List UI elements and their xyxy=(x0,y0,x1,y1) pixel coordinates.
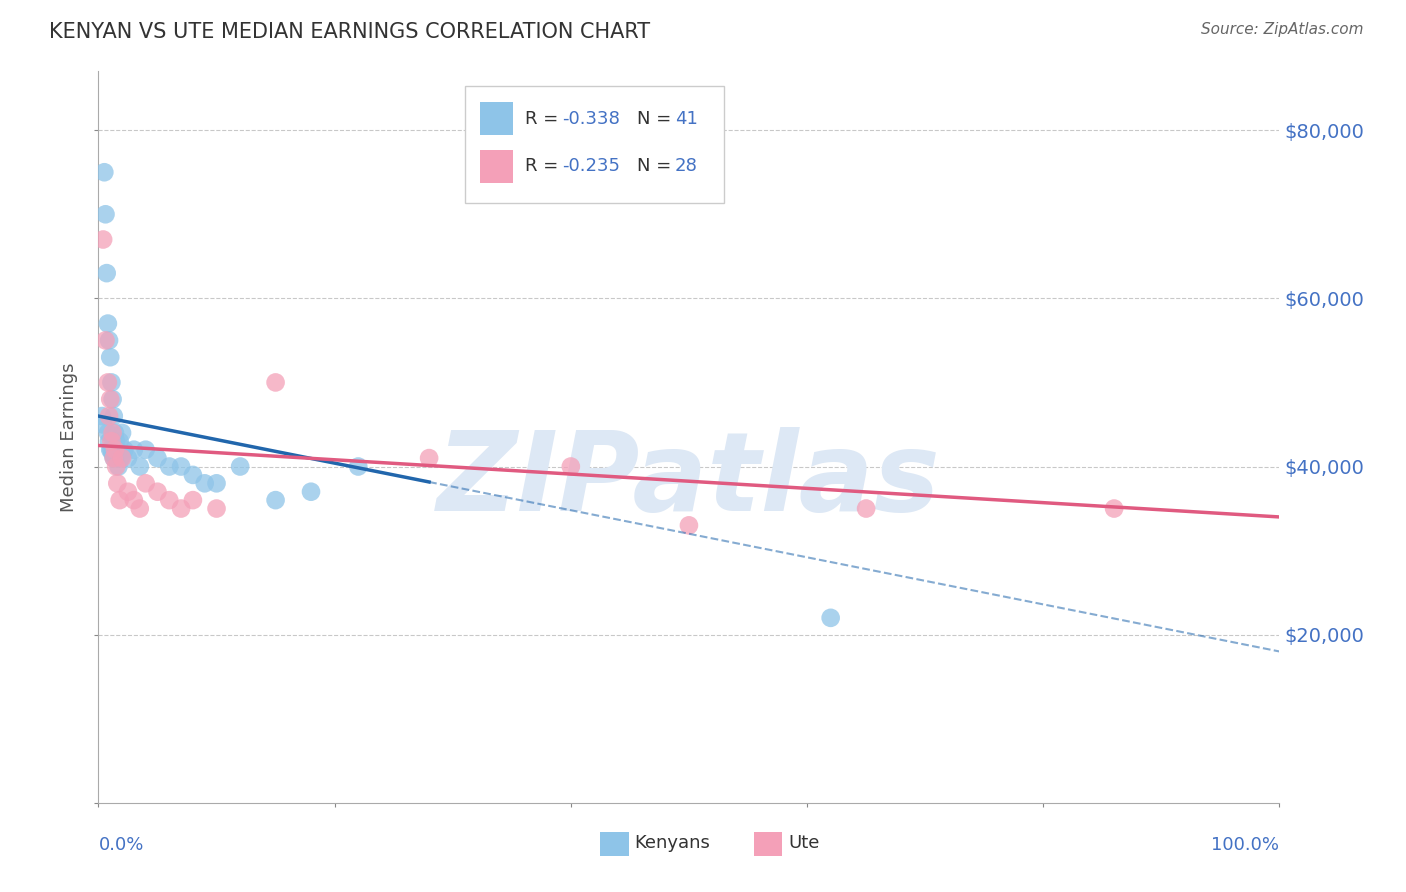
FancyBboxPatch shape xyxy=(464,86,724,203)
Point xyxy=(104,442,127,457)
Point xyxy=(100,442,122,457)
Point xyxy=(98,350,121,364)
Text: KENYAN VS UTE MEDIAN EARNINGS CORRELATION CHART: KENYAN VS UTE MEDIAN EARNINGS CORRELATIO… xyxy=(49,22,651,42)
Text: Ute: Ute xyxy=(789,834,820,852)
Point xyxy=(181,467,204,482)
Text: -0.235: -0.235 xyxy=(562,158,620,176)
Point xyxy=(135,476,157,491)
Point xyxy=(128,459,150,474)
Bar xyxy=(479,103,513,136)
Point xyxy=(91,417,114,432)
Point xyxy=(181,493,204,508)
Point xyxy=(93,165,115,179)
Point xyxy=(97,376,120,390)
Text: 41: 41 xyxy=(675,110,697,128)
Point xyxy=(105,476,128,491)
Point xyxy=(101,447,124,461)
Point xyxy=(91,409,114,423)
Point xyxy=(104,425,127,440)
Text: N =: N = xyxy=(637,110,676,128)
Point xyxy=(299,484,322,499)
Text: N =: N = xyxy=(637,158,676,176)
Point xyxy=(103,451,125,466)
Point xyxy=(1102,501,1125,516)
Point xyxy=(170,501,193,516)
Bar xyxy=(600,832,628,856)
Point xyxy=(97,317,120,331)
Point xyxy=(100,434,122,449)
Point xyxy=(157,493,180,508)
Bar xyxy=(479,150,513,183)
Point xyxy=(107,459,129,474)
Point xyxy=(103,409,125,423)
Point xyxy=(146,484,169,499)
Point xyxy=(418,451,440,466)
Text: -0.338: -0.338 xyxy=(562,110,620,128)
Point xyxy=(111,425,134,440)
Point xyxy=(108,434,131,449)
Text: Source: ZipAtlas.com: Source: ZipAtlas.com xyxy=(1201,22,1364,37)
Point xyxy=(229,459,252,474)
Point xyxy=(110,451,132,466)
Point xyxy=(205,476,228,491)
Point xyxy=(117,451,139,466)
Point xyxy=(101,425,124,440)
Point xyxy=(101,392,124,407)
Point xyxy=(117,484,139,499)
Point xyxy=(98,409,121,423)
Point xyxy=(170,459,193,474)
Point xyxy=(111,451,134,466)
Point xyxy=(122,493,145,508)
Bar xyxy=(754,832,782,856)
Text: Kenyans: Kenyans xyxy=(634,834,710,852)
Point xyxy=(103,451,125,466)
Point xyxy=(98,442,121,457)
Point xyxy=(146,451,169,466)
Point xyxy=(96,266,118,280)
Text: 100.0%: 100.0% xyxy=(1212,836,1279,854)
Point xyxy=(678,518,700,533)
Point xyxy=(122,442,145,457)
Point xyxy=(91,233,114,247)
Text: 0.0%: 0.0% xyxy=(98,836,143,854)
Text: R =: R = xyxy=(524,158,564,176)
Point xyxy=(855,501,877,516)
Point xyxy=(97,425,120,440)
Point xyxy=(98,334,121,348)
Point xyxy=(105,442,128,457)
Point xyxy=(347,459,370,474)
Point xyxy=(112,442,135,457)
Point xyxy=(128,501,150,516)
Y-axis label: Median Earnings: Median Earnings xyxy=(60,362,79,512)
Text: 28: 28 xyxy=(675,158,697,176)
Point xyxy=(194,476,217,491)
Point xyxy=(105,459,128,474)
Point xyxy=(108,493,131,508)
Point xyxy=(205,501,228,516)
Point xyxy=(264,376,287,390)
Point xyxy=(100,376,122,390)
Text: ZIPatlas: ZIPatlas xyxy=(437,427,941,534)
Point xyxy=(560,459,582,474)
Point xyxy=(820,611,842,625)
Point xyxy=(94,334,117,348)
Point xyxy=(98,392,121,407)
Point xyxy=(105,434,128,449)
Text: R =: R = xyxy=(524,110,564,128)
Point xyxy=(98,434,121,449)
Point xyxy=(135,442,157,457)
Point xyxy=(94,207,117,221)
Point xyxy=(264,493,287,508)
Point xyxy=(105,451,128,466)
Point xyxy=(157,459,180,474)
